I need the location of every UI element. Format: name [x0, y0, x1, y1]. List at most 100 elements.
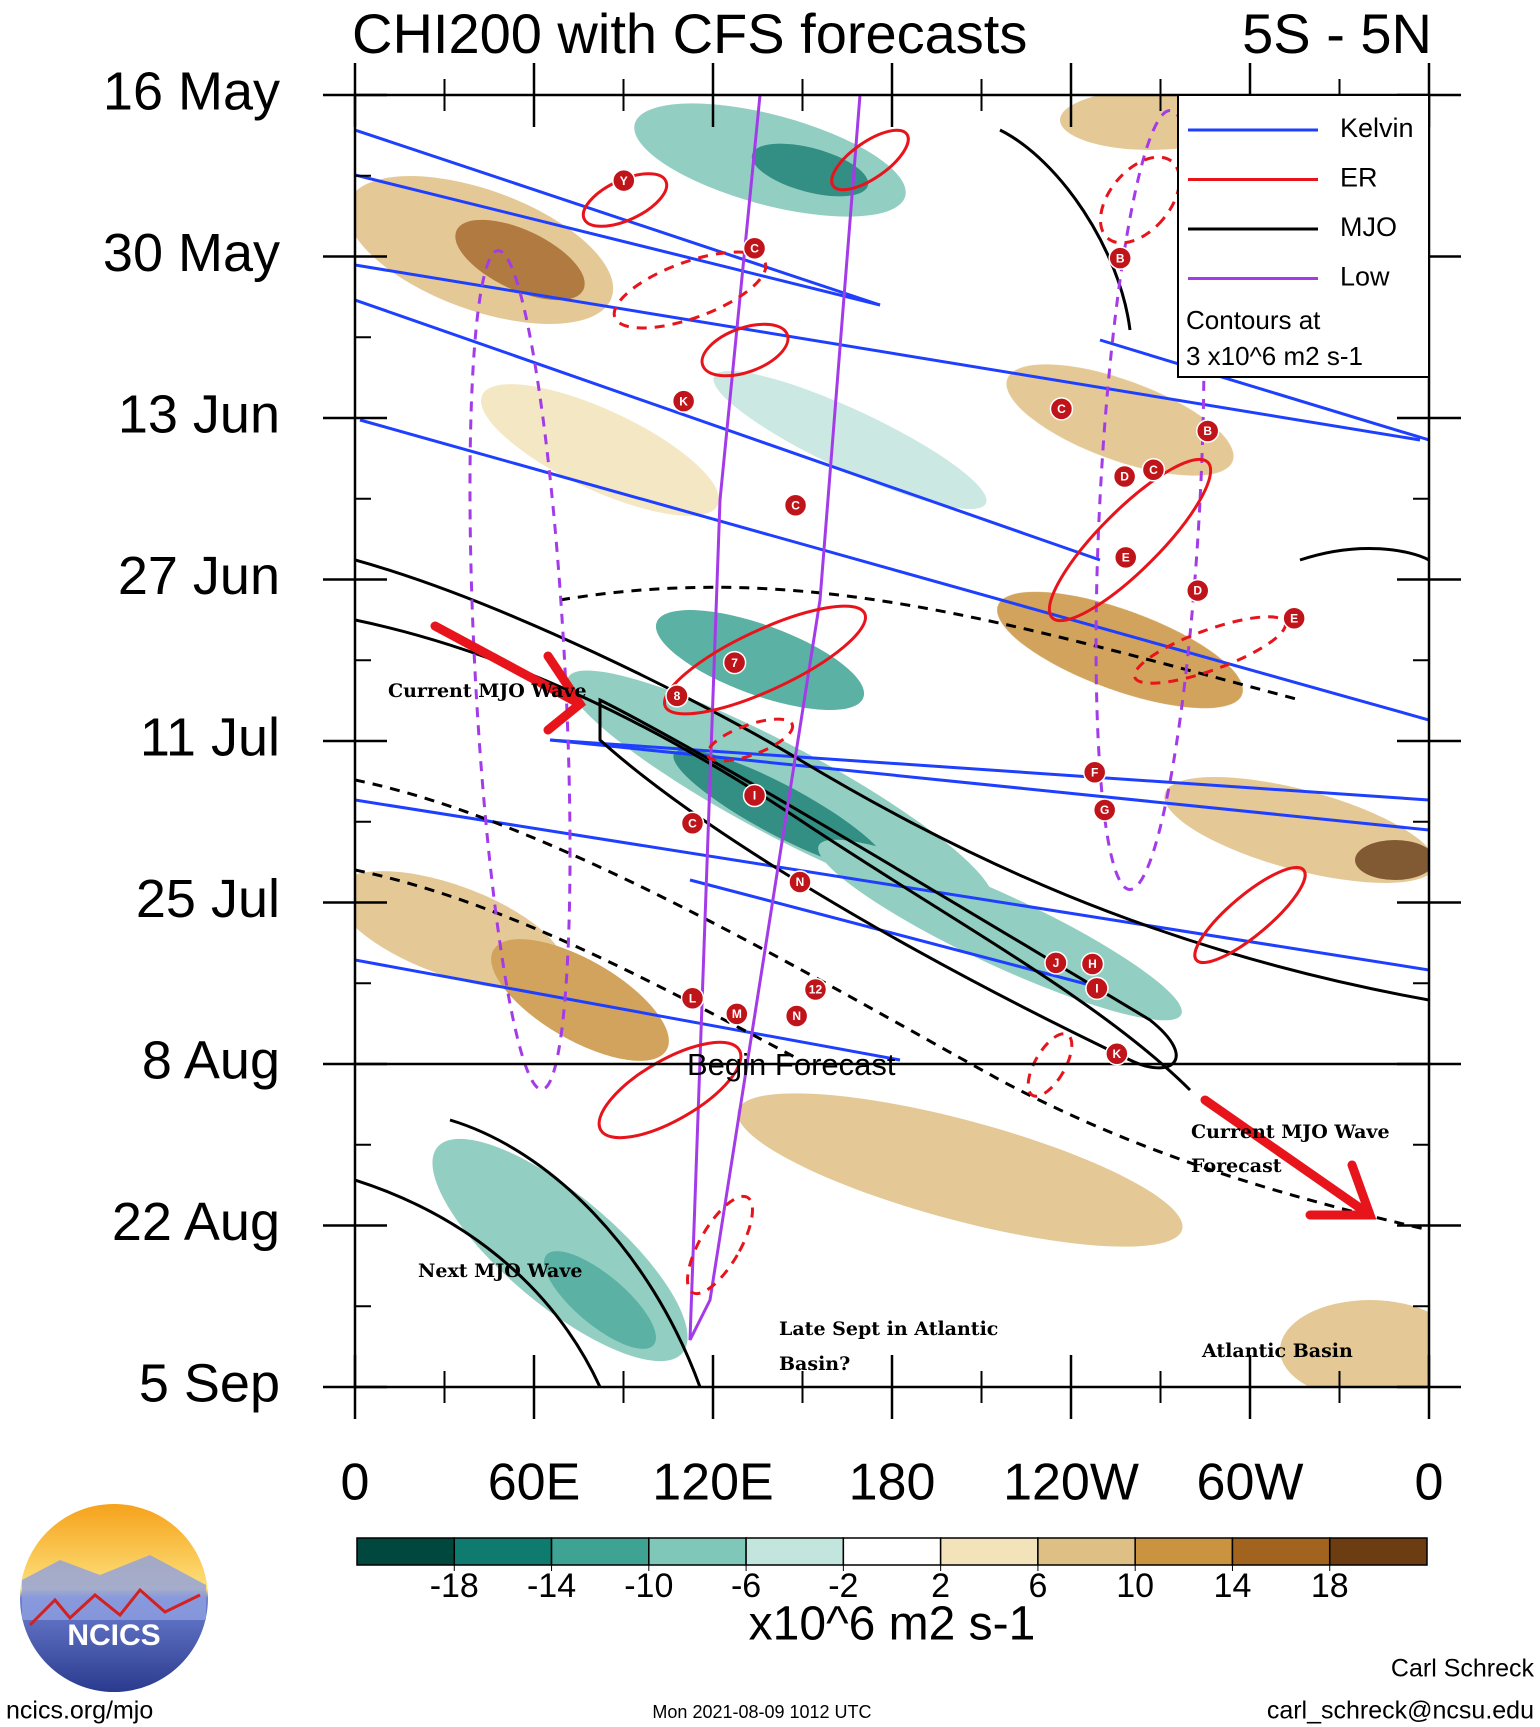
storm-label: D: [1120, 470, 1129, 484]
colorbar-tick-label: -18: [430, 1567, 479, 1605]
x-tick-label: 60W: [1197, 1454, 1304, 1512]
colorbar-tick-label: 10: [1116, 1567, 1154, 1605]
y-tick-label: 22 Aug: [112, 1192, 280, 1252]
storm-label: N: [796, 875, 805, 889]
storm-marker: [1195, 419, 1220, 443]
x-tick-label: 0: [1415, 1454, 1444, 1512]
legend-label: ER: [1340, 163, 1378, 193]
y-tick-label: 8 Aug: [142, 1030, 280, 1090]
annotation: Forecast: [1191, 1155, 1282, 1177]
storm-marker: [680, 811, 705, 835]
storm-label: L: [689, 991, 696, 1005]
colorbar-box: [648, 1537, 747, 1566]
storm-marker: [612, 168, 636, 193]
colorbar-tick-label: -10: [624, 1567, 673, 1605]
storm-label: M: [732, 1007, 742, 1021]
colorbar-box: [1231, 1537, 1331, 1566]
storm-label: 12: [809, 983, 823, 997]
storm-marker: [1112, 464, 1137, 489]
storm-marker: [1113, 545, 1138, 570]
chart-title: CHI200 with CFS forecasts: [352, 2, 1027, 65]
colorbar-box: [842, 1537, 942, 1566]
storm-label: B: [1116, 251, 1125, 265]
colorbar-box: [939, 1537, 1039, 1566]
storm-marker: [1105, 1041, 1129, 1066]
region-label: 5S - 5N: [1242, 2, 1432, 65]
storm-label: B: [1203, 424, 1212, 438]
storm-marker: [1108, 246, 1132, 270]
storm-marker: [1049, 397, 1074, 421]
storm-label: I: [753, 789, 756, 803]
storm-marker: [742, 783, 767, 808]
colorbar-box: [1037, 1537, 1136, 1566]
storm-label: C: [1057, 402, 1066, 416]
storm-marker: [671, 389, 696, 413]
annotation: Atlantic Basin: [1201, 1340, 1353, 1362]
legend-label: MJO: [1340, 212, 1397, 242]
storm-label: E: [1122, 550, 1130, 564]
storm-marker: [665, 684, 689, 708]
storm-marker: [803, 977, 828, 1002]
logo-mountains: [22, 1555, 206, 1620]
colorbar-box: [745, 1537, 845, 1566]
storm-marker: [722, 650, 747, 675]
colorbar-tick-label: 6: [1028, 1567, 1047, 1605]
storm-label: N: [792, 1009, 801, 1023]
storm-marker: [1141, 458, 1166, 482]
storm-marker: [680, 986, 705, 1011]
timestamp: Mon 2021-08-09 1012 UTC: [652, 1702, 871, 1722]
storm-label: K: [1113, 1047, 1122, 1061]
colorbar-box: [356, 1537, 456, 1566]
y-tick-label: 30 May: [103, 223, 280, 283]
storm-marker: [742, 236, 767, 260]
colorbar-tick-label: -6: [731, 1567, 761, 1605]
storm-marker: [784, 1004, 809, 1028]
storm-marker: [725, 1002, 749, 1026]
colorbar: -18 -14 -10 -6 -2 2 6 10 14 18: [356, 1537, 1428, 1605]
annotation: Current MJO Wave: [1191, 1121, 1390, 1143]
annotations: Current MJO Wave Current MJO Wave Foreca…: [388, 680, 1390, 1375]
contour-note: 3 x10^6 m2 s-1: [1186, 341, 1363, 371]
contour-note: Contours at: [1186, 305, 1321, 335]
storm-label: C: [1149, 463, 1158, 477]
storm-label: C: [791, 498, 800, 512]
axes: 16 May 30 May 13 Jun 27 Jun 11 Jul 25 Jul 8 Au…: [103, 61, 1461, 1512]
arrow: [1200, 1095, 1377, 1220]
storm-marker: [788, 870, 812, 894]
storm-marker: [1082, 760, 1107, 785]
storm-marker: [1085, 976, 1109, 1001]
x-tick-label: 0: [341, 1454, 370, 1512]
x-tick-label: 120W: [1003, 1454, 1139, 1512]
credit-email: carl_schreck@ncsu.edu: [1267, 1697, 1534, 1725]
storm-marker: [1185, 578, 1210, 603]
storm-label: D: [1193, 584, 1202, 598]
x-tick-label: 60E: [488, 1454, 581, 1512]
y-tick-label: 16 May: [103, 61, 280, 121]
colorbar-box: [453, 1537, 553, 1566]
storm-label: 7: [731, 656, 738, 670]
y-tick-label: 11 Jul: [140, 707, 280, 767]
colorbar-tick-label: 18: [1311, 1567, 1349, 1605]
x-tick-label: 120E: [652, 1454, 773, 1512]
annotation: Basin?: [779, 1353, 850, 1375]
legend: [1177, 94, 1430, 378]
colorbar-box: [1328, 1537, 1428, 1566]
colorbar-tick-label: -2: [828, 1567, 858, 1605]
x-tick-label: 180: [849, 1454, 936, 1512]
storm-label: C: [750, 241, 759, 255]
storm-label: K: [679, 394, 688, 408]
storm-marker: [1282, 606, 1306, 631]
colorbar-box: [550, 1537, 650, 1566]
logo-ridge: [28, 1587, 201, 1627]
arrow: [430, 621, 587, 735]
storm-label: J: [1053, 956, 1060, 970]
annotation: Late Sept in Atlantic: [779, 1318, 998, 1340]
colorbar-box: [1134, 1537, 1234, 1566]
colorbar-tick-label: 14: [1214, 1567, 1252, 1605]
storm-marker: [1044, 951, 1068, 975]
storm-label: Y: [620, 174, 628, 188]
y-tick-label: 5 Sep: [139, 1353, 280, 1413]
annotation: Current MJO Wave: [388, 680, 587, 702]
y-tick-label: 27 Jun: [118, 546, 280, 606]
